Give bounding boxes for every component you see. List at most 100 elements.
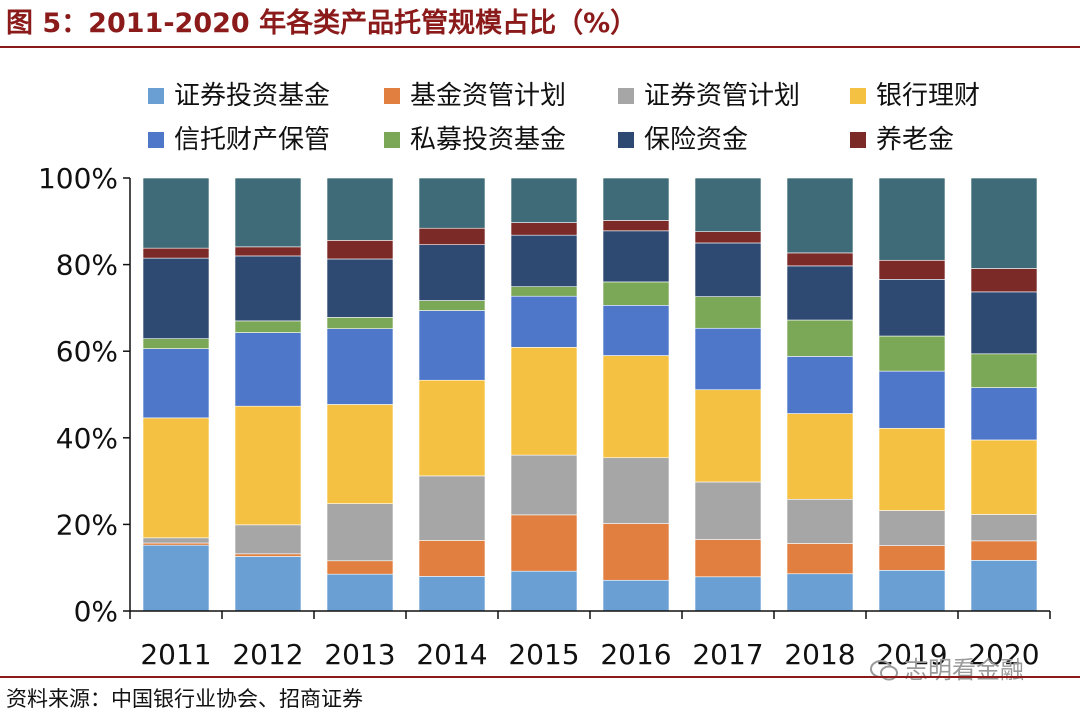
y-tick-label: 20% xyxy=(56,508,118,541)
legend-label: 保险资金 xyxy=(644,125,749,155)
bar-segment xyxy=(142,348,210,419)
legend-swatch xyxy=(850,132,866,148)
bar-segment xyxy=(602,281,670,306)
bar-segment xyxy=(326,560,394,575)
bar-segment xyxy=(694,576,762,612)
bar-segment xyxy=(970,268,1038,293)
bar-segment xyxy=(142,177,210,249)
x-tick-label: 2019 xyxy=(876,638,947,671)
bar-segment xyxy=(234,556,302,612)
y-tick-label: 60% xyxy=(56,335,118,368)
legend-swatch xyxy=(850,88,866,104)
bar-segment xyxy=(234,405,302,526)
bar-segment xyxy=(142,542,210,546)
bar-segment xyxy=(418,177,486,229)
bar-segment xyxy=(142,544,210,612)
legend-label: 信托财产保管 xyxy=(174,125,331,155)
bar-segment xyxy=(510,346,578,456)
bar-segment xyxy=(602,523,670,581)
bar-segment xyxy=(694,327,762,391)
legend-swatch xyxy=(618,132,634,148)
bar-segment xyxy=(234,524,302,555)
legend-label: 私募投资基金 xyxy=(410,125,567,155)
bar-segment xyxy=(970,540,1038,561)
figure-title: 图 5：2011-2020 年各类产品托管规模占比（%） xyxy=(6,8,638,39)
bar-segment xyxy=(234,177,302,248)
bar-segment xyxy=(326,258,394,318)
bar-segment xyxy=(510,454,578,516)
bar-segment xyxy=(786,543,854,575)
x-tick-label: 2012 xyxy=(232,638,303,671)
bar-segment xyxy=(234,255,302,322)
bar-segment xyxy=(970,353,1038,388)
bar-segment xyxy=(694,539,762,578)
bar-segment xyxy=(878,279,946,337)
legend-label: 证券资管计划 xyxy=(644,81,801,111)
chat-bubble-icon xyxy=(870,660,898,681)
bar-segment xyxy=(970,560,1038,612)
bar-segment xyxy=(786,177,854,254)
bar-segment xyxy=(878,259,946,280)
bar-segment xyxy=(602,457,670,524)
bar-segment xyxy=(142,417,210,539)
x-tick-label: 2018 xyxy=(784,638,855,671)
x-tick-label: 2016 xyxy=(600,638,671,671)
legend-swatch xyxy=(384,132,400,148)
x-tick-label: 2011 xyxy=(140,638,211,671)
bar-segment xyxy=(510,234,578,287)
legend-swatch xyxy=(148,88,164,104)
bar-segment xyxy=(234,553,302,557)
bar-segment xyxy=(602,304,670,356)
bar-segment xyxy=(694,481,762,540)
bar-segment xyxy=(418,576,486,612)
bar-segment xyxy=(694,231,762,244)
bar-segment xyxy=(234,246,302,257)
watermark: 志明看金融 xyxy=(870,650,1024,690)
bar-segment xyxy=(510,514,578,572)
bar-segment xyxy=(602,579,670,612)
y-tick-label: 40% xyxy=(56,422,118,455)
x-tick-label: 2013 xyxy=(324,638,395,671)
legend-label: 基金资管计划 xyxy=(410,81,567,111)
chart-legend: 证券投资基金 基金资管计划 证券资管计划 银行理财 信托财产保管 私募投资基金 保险资金 养老… xyxy=(148,78,1028,164)
bar-segment xyxy=(602,230,670,283)
bar-segment xyxy=(878,427,946,511)
bar-segment xyxy=(418,227,486,245)
bar-segment xyxy=(418,310,486,381)
bar-segment xyxy=(142,257,210,339)
bar-segment xyxy=(694,242,762,297)
bar-segment xyxy=(786,573,854,612)
source-note: 资料来源：中国银行业协会、招商证券 xyxy=(6,687,363,711)
bar-segment xyxy=(786,356,854,414)
x-tick-label: 2020 xyxy=(968,638,1039,671)
bar-segment xyxy=(510,177,578,223)
source-divider xyxy=(0,676,1080,678)
bar-segment xyxy=(418,300,486,311)
bar-segment xyxy=(510,570,578,612)
legend-swatch xyxy=(384,88,400,104)
bar-segment xyxy=(878,370,946,429)
x-tick-label: 2015 xyxy=(508,638,579,671)
bar-segment xyxy=(970,291,1038,355)
bar-segment xyxy=(602,177,670,221)
legend-label: 证券投资基金 xyxy=(174,81,331,111)
bar-segment xyxy=(970,514,1038,542)
watermark-text: 志明看金融 xyxy=(904,656,1024,684)
bar-segment xyxy=(510,286,578,297)
bar-segment xyxy=(326,317,394,329)
bar-segment xyxy=(418,540,486,577)
bar-segment xyxy=(786,413,854,500)
stacked-bar-chart: 2011 2012 2013 2014 2015 2016 2017 2018 2019 2020… xyxy=(38,162,1051,671)
y-tick-label: 80% xyxy=(56,249,118,282)
title-divider xyxy=(0,46,1080,48)
legend-swatch xyxy=(618,88,634,104)
bar-segment xyxy=(878,569,946,612)
bar-segment xyxy=(878,335,946,372)
bar-segment xyxy=(878,510,946,546)
bar-segment xyxy=(970,387,1038,441)
x-tick-label: 2017 xyxy=(692,638,763,671)
bar-segment xyxy=(326,177,394,241)
bar-segment xyxy=(970,439,1038,515)
bar-segment xyxy=(786,252,854,267)
